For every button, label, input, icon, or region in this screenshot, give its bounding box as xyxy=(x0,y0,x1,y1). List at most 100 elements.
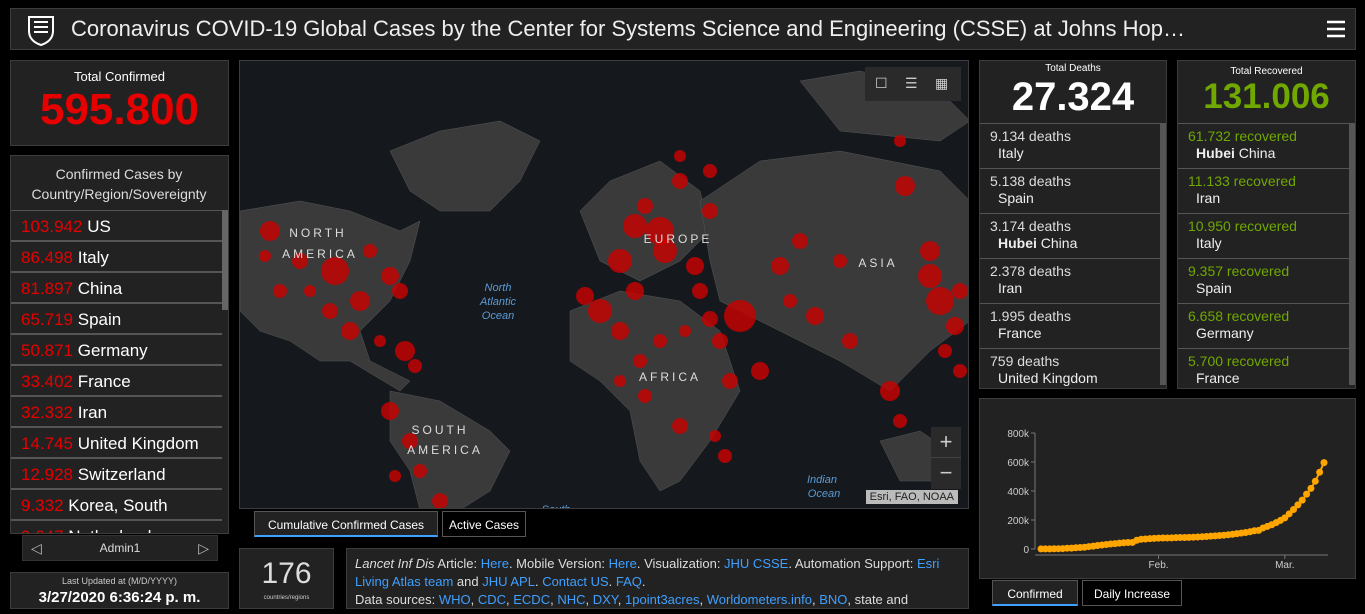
country-row[interactable]: 86.498 Italy xyxy=(11,241,222,272)
count: 33.402 xyxy=(21,372,73,391)
case-dot xyxy=(273,284,287,298)
map-label: AMERICA xyxy=(407,443,483,457)
scrollbar[interactable] xyxy=(1160,123,1166,385)
zoom-in[interactable]: + xyxy=(931,427,961,458)
label: countries/regions xyxy=(263,595,310,601)
place-name: China xyxy=(1040,235,1078,251)
recovered-panel: Total Recovered 131.006 61.732 recovered… xyxy=(1177,60,1356,389)
zoom-controls: + − xyxy=(931,427,961,489)
case-dot xyxy=(432,493,448,508)
country-row[interactable]: 103.942 US xyxy=(11,210,222,241)
tab[interactable]: Confirmed xyxy=(992,580,1078,606)
link[interactable]: ECDC xyxy=(513,592,551,607)
link[interactable]: Here xyxy=(480,556,509,571)
country: China xyxy=(77,279,123,298)
point xyxy=(1316,468,1324,476)
scrollbar[interactable] xyxy=(1349,123,1355,385)
prev[interactable]: ◁ xyxy=(31,540,42,556)
place: Germany xyxy=(1188,325,1349,342)
place: Hubei China xyxy=(1188,145,1349,162)
map-label: Atlantic xyxy=(479,296,517,308)
country-row[interactable]: 50.871 Germany xyxy=(11,334,222,365)
list-row[interactable]: 5.700 recovered France xyxy=(1178,348,1349,388)
legend-button[interactable]: ☰ xyxy=(905,75,918,91)
case-dot xyxy=(653,334,667,348)
case-dot xyxy=(672,418,688,434)
country-row[interactable]: 65.719 Spain xyxy=(11,303,222,334)
text: , xyxy=(811,592,820,607)
link[interactable]: 1point3acres xyxy=(625,592,700,607)
point xyxy=(1311,477,1319,485)
count: 103.942 xyxy=(21,217,83,236)
country-row[interactable]: 14.745 United Kingdom xyxy=(11,427,222,458)
count: 14.745 xyxy=(21,434,73,453)
country-row[interactable]: 33.402 France xyxy=(11,365,222,396)
country: France xyxy=(77,372,131,391)
case-dot xyxy=(633,354,647,368)
bookmarks-button[interactable]: ☐ xyxy=(875,75,888,91)
place: France xyxy=(1188,370,1349,387)
list-row[interactable]: 10.950 recovered Italy xyxy=(1178,213,1349,258)
case-dot xyxy=(833,254,847,268)
link[interactable]: JHU CSSE xyxy=(724,556,789,571)
info: Lancet Inf Dis Article: Here. Mobile Ver… xyxy=(346,548,969,609)
link[interactable]: Esri Living Atlas team xyxy=(355,556,940,589)
country-row[interactable]: 12.928 Switzerland xyxy=(11,458,222,489)
list-row[interactable]: 1.995 deaths France xyxy=(980,303,1160,348)
list-row[interactable]: 3.174 deaths Hubei China xyxy=(980,213,1160,258)
case-dot xyxy=(792,233,808,249)
link[interactable]: NHC xyxy=(557,592,586,607)
country-row[interactable]: 32.332 Iran xyxy=(11,396,222,427)
y-tick-label: 800k xyxy=(1007,429,1030,440)
count: 50.871 xyxy=(21,341,73,360)
basemap-button[interactable]: ▦ xyxy=(935,75,949,91)
link[interactable]: Here xyxy=(608,556,637,571)
link[interactable]: FAQ xyxy=(615,574,642,589)
map-label: North xyxy=(485,282,512,294)
list-row[interactable]: 11.133 recovered Iran xyxy=(1178,168,1349,213)
list-row[interactable]: 759 deaths United Kingdom xyxy=(980,348,1160,388)
link[interactable]: BNO xyxy=(819,592,848,607)
link[interactable]: Worldometers.info xyxy=(706,592,812,607)
count: 86.498 xyxy=(21,248,73,267)
count: 5.700 recovered xyxy=(1188,353,1290,369)
country-row[interactable]: 81.897 China xyxy=(11,272,222,303)
case-dot xyxy=(363,244,377,258)
text: . Visualization: xyxy=(636,556,725,571)
text: , xyxy=(699,592,707,607)
case-dot xyxy=(341,322,359,340)
case-dot xyxy=(389,470,401,482)
map[interactable]: NORTH AMERICA EUROPE ASIA AFRICA SOUTH AMERICA… xyxy=(239,60,969,509)
count: 759 deaths xyxy=(990,353,1060,369)
list-row[interactable]: 9.134 deaths Italy xyxy=(980,123,1160,168)
country-row[interactable]: 9.332 Korea, South xyxy=(11,489,222,520)
link[interactable]: WHO xyxy=(438,592,471,607)
tab[interactable]: Daily Increase xyxy=(1082,580,1182,606)
link[interactable]: CDC xyxy=(477,592,507,607)
scrollbar[interactable] xyxy=(222,210,228,310)
x-tick-label: Mar. xyxy=(1275,560,1294,571)
list-row[interactable]: 61.732 recovered Hubei China xyxy=(1178,123,1349,168)
title: Coronavirus COVID-19 Global Cases by the… xyxy=(71,16,1185,41)
list-row[interactable]: 2.378 deaths Iran xyxy=(980,258,1160,303)
recovered-list: 61.732 recovered Hubei China 11.133 recove… xyxy=(1178,123,1349,388)
list-row[interactable]: 5.138 deaths Spain xyxy=(980,168,1160,213)
zoom-out[interactable]: − xyxy=(939,460,953,485)
menu-button[interactable] xyxy=(1325,19,1347,39)
link[interactable]: DXY xyxy=(592,592,618,607)
link[interactable]: JHU APL xyxy=(482,574,535,589)
tab[interactable]: Active Cases xyxy=(442,511,526,537)
list-row[interactable]: 9.357 recovered Spain xyxy=(1178,258,1349,303)
case-dot xyxy=(806,307,824,325)
country-row[interactable]: 9.647 Netherlands xyxy=(11,520,222,533)
map-label: AFRICA xyxy=(639,370,701,384)
link[interactable]: Contact US xyxy=(542,574,609,589)
tab[interactable]: Cumulative Confirmed Cases xyxy=(254,511,438,537)
label: Total Deaths xyxy=(1045,63,1101,74)
info-text: Lancet Inf Dis Article: Here. Mobile Ver… xyxy=(355,555,953,608)
next[interactable]: ▷ xyxy=(198,540,209,556)
list-row[interactable]: 6.658 recovered Germany xyxy=(1178,303,1349,348)
count: 10.950 recovered xyxy=(1188,218,1297,234)
place-name: China xyxy=(1238,145,1276,161)
